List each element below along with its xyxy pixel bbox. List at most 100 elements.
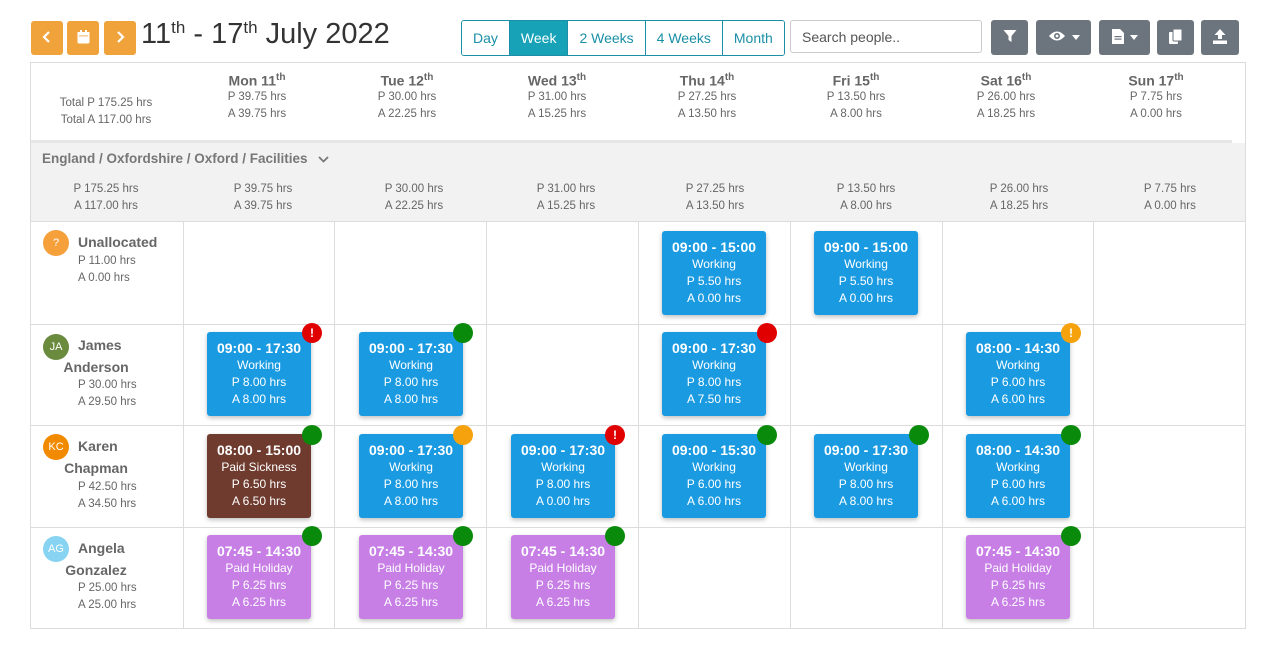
group-day-actual: A 15.25 hrs — [536, 200, 596, 212]
day-actual: A 13.50 hrs — [677, 107, 737, 120]
person-planned: P 30.00 hrs — [78, 379, 137, 391]
ok-status-icon[interactable] — [302, 526, 322, 546]
ok-status-icon[interactable] — [1061, 526, 1081, 546]
previous-week-button[interactable] — [31, 21, 63, 55]
warning-status-icon[interactable]: ! — [1061, 323, 1081, 343]
person-planned: P 11.00 hrs — [78, 255, 136, 267]
group-day-planned: P 30.00 hrs — [384, 183, 444, 195]
shift-card[interactable]: 09:00 - 17:30 Working P 8.00 hrs A 7.50 hrs — [662, 332, 766, 416]
view-4-weeks-button[interactable]: 4 Weeks — [644, 21, 722, 55]
shift-card[interactable]: 07:45 - 14:30 Paid Holiday P 6.25 hrs A 6.2… — [511, 535, 615, 619]
shift-card[interactable]: 09:00 - 17:30 Working P 8.00 hrs A 0.00 hrs — [511, 434, 615, 518]
search-people-input[interactable] — [790, 20, 982, 53]
person-name-last[interactable]: Anderson — [63, 359, 129, 375]
shift-type: Working — [844, 257, 888, 271]
shift-card[interactable]: 08:00 - 14:30 Working P 6.00 hrs A 6.00 hrs — [966, 332, 1070, 416]
shift-time: 07:45 - 14:30 — [520, 543, 606, 559]
next-week-button[interactable] — [104, 21, 136, 55]
group-day-planned: P 27.25 hrs — [685, 183, 745, 195]
person-name-first[interactable]: James — [78, 337, 122, 353]
ok-status-icon[interactable] — [757, 425, 777, 445]
shift-type: Paid Holiday — [984, 561, 1052, 575]
alert-status-icon[interactable]: ! — [605, 425, 625, 445]
person-name[interactable]: Unallocated — [78, 234, 158, 250]
avatar: ? — [43, 230, 69, 256]
shift-card[interactable]: 09:00 - 15:30 Working P 6.00 hrs A 6.00 hrs — [662, 434, 766, 518]
shift-planned: P 6.00 hrs — [990, 477, 1046, 491]
shift-card[interactable]: 09:00 - 17:30 Working P 8.00 hrs A 8.00 hrs — [814, 434, 918, 518]
day-name: Wed 13th — [527, 72, 587, 89]
person-name-first[interactable]: Karen — [78, 438, 118, 454]
shift-card[interactable]: 09:00 - 17:30 Working P 8.00 hrs A 8.00 hrs — [359, 332, 463, 416]
shift-type: Working — [996, 358, 1040, 372]
shift-actual: A 0.00 hrs — [686, 291, 742, 305]
ok-status-icon[interactable] — [1061, 425, 1081, 445]
ok-status-icon[interactable] — [453, 323, 473, 343]
group-day-total: P 26.00 hrs A 18.25 hrs — [943, 181, 1095, 215]
day-planned: P 39.75 hrs — [227, 90, 287, 103]
ok-status-icon[interactable] — [453, 526, 473, 546]
view-day-button[interactable]: Day — [462, 21, 509, 55]
group-planned: P 175.25 hrs — [73, 183, 139, 195]
group-total: P 175.25 hrs A 117.00 hrs — [30, 181, 182, 215]
shift-card[interactable]: 09:00 - 17:30 Working P 8.00 hrs A 8.00 hrs — [207, 332, 311, 416]
shift-time: 09:00 - 17:30 — [368, 340, 454, 356]
filter-button[interactable] — [991, 20, 1028, 55]
week-totals: Total P 175.25 hrs Total A 117.00 hrs — [30, 95, 182, 129]
day-planned: P 13.50 hrs — [826, 90, 886, 103]
visibility-dropdown-button[interactable] — [1036, 20, 1091, 55]
error-status-icon[interactable] — [757, 323, 777, 343]
shift-card[interactable]: 09:00 - 15:00 Working P 5.50 hrs A 0.00 hrs — [662, 231, 766, 315]
shift-time: 09:00 - 15:00 — [823, 239, 909, 255]
chevron-right-icon — [115, 30, 125, 46]
shift-card[interactable]: 09:00 - 17:30 Working P 8.00 hrs A 8.00 hrs — [359, 434, 463, 518]
shift-type: Working — [541, 460, 585, 474]
shift-planned: P 8.00 hrs — [535, 477, 591, 491]
person-name-last[interactable]: Chapman — [64, 460, 128, 476]
view-month-button[interactable]: Month — [721, 21, 784, 55]
shift-type: Working — [996, 460, 1040, 474]
shift-card[interactable]: 08:00 - 14:30 Working P 6.00 hrs A 6.00 hrs — [966, 434, 1070, 518]
ok-status-icon[interactable] — [302, 425, 322, 445]
person-actual: A 29.50 hrs — [78, 396, 137, 408]
person-name-first[interactable]: Angela — [78, 540, 125, 556]
day-name: Fri 15th — [832, 72, 880, 89]
column-divider — [942, 221, 943, 628]
view-2-weeks-button[interactable]: 2 Weeks — [567, 21, 645, 55]
warning-status-icon[interactable] — [453, 425, 473, 445]
shift-card[interactable]: 07:45 - 14:30 Paid Holiday P 6.25 hrs A 6.2… — [359, 535, 463, 619]
export-dropdown-button[interactable] — [1099, 20, 1150, 55]
group-day-total: P 7.75 hrs A 0.00 hrs — [1094, 181, 1246, 215]
alert-status-icon[interactable]: ! — [302, 323, 322, 343]
person-name-last[interactable]: Gonzalez — [65, 562, 127, 578]
group-title[interactable]: England / Oxfordshire / Oxford / Facilit… — [42, 151, 329, 166]
person-hours: P 25.00 hrs A 25.00 hrs — [78, 580, 137, 614]
chevron-down-icon[interactable] — [317, 152, 329, 166]
copy-button[interactable] — [1157, 20, 1194, 55]
day-header-fri: Fri 15th P 13.50 hrs A 8.00 hrs — [780, 72, 932, 123]
shift-card[interactable]: 07:45 - 14:30 Paid Holiday P 6.25 hrs A 6.2… — [966, 535, 1070, 619]
shift-card[interactable]: 08:00 - 15:00 Paid Sickness P 6.50 hrs A 6.… — [207, 434, 311, 518]
day-header-wed: Wed 13th P 31.00 hrs A 15.25 hrs — [481, 72, 633, 123]
ok-status-icon[interactable] — [909, 425, 929, 445]
document-icon — [1111, 28, 1124, 47]
shift-card[interactable]: 09:00 - 15:00 Working P 5.50 hrs A 0.00 hrs — [814, 231, 918, 315]
upload-button[interactable] — [1201, 20, 1239, 55]
shift-type: Paid Holiday — [225, 561, 293, 575]
column-divider — [1093, 221, 1094, 628]
shift-actual: A 6.25 hrs — [383, 595, 439, 609]
shift-planned: P 6.25 hrs — [231, 578, 287, 592]
shift-actual: A 6.00 hrs — [990, 392, 1046, 406]
shift-time: 08:00 - 14:30 — [975, 340, 1061, 356]
shift-time: 09:00 - 17:30 — [671, 340, 757, 356]
shift-card[interactable]: 07:45 - 14:30 Paid Holiday P 6.25 hrs A 6.2… — [207, 535, 311, 619]
day-planned: P 26.00 hrs — [976, 90, 1036, 103]
column-divider — [638, 221, 639, 628]
calendar-picker-button[interactable] — [67, 21, 99, 55]
shift-planned: P 6.25 hrs — [535, 578, 591, 592]
ok-status-icon[interactable] — [605, 526, 625, 546]
group-day-actual: A 13.50 hrs — [685, 200, 745, 212]
view-week-button[interactable]: Week — [508, 21, 568, 55]
person-james-anderson: JA James Anderson P 30.00 hrs A 29.50 hrs — [31, 325, 183, 425]
day-actual: A 18.25 hrs — [976, 107, 1036, 120]
